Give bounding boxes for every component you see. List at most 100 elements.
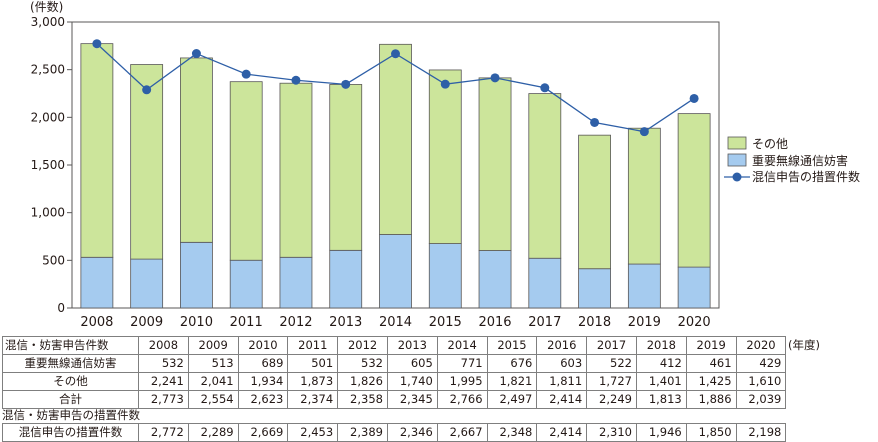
bar-important	[627, 263, 661, 309]
table-cell: 1,740	[386, 372, 438, 391]
table-cell: 1,946	[635, 423, 687, 442]
table-cell: 1,873	[287, 372, 339, 391]
table-year-header: 2012	[337, 336, 388, 355]
x-tick-label: 2017	[528, 315, 561, 330]
table-cell: 1,727	[586, 372, 637, 391]
table-year-header: 2015	[486, 336, 538, 355]
table-cell: 2,453	[287, 423, 339, 442]
line-point	[92, 39, 102, 49]
bar-important	[379, 234, 412, 309]
table-cell: 2,039	[735, 390, 787, 409]
table-cell: 2,554	[187, 390, 239, 409]
bar-important	[180, 241, 213, 309]
table-row-label: 合計	[2, 390, 139, 409]
table-cell: 2,623	[237, 390, 289, 409]
x-tick-label: 2009	[130, 315, 163, 330]
legend-label-measures: 混信申告の措置件数	[752, 169, 860, 184]
table-cell: 2,345	[386, 390, 438, 409]
x-tick-label: 2015	[429, 315, 462, 330]
table-cell: 2,667	[436, 423, 488, 442]
table-cell: 1,995	[436, 372, 488, 391]
table-year-header: 2020	[735, 336, 787, 355]
line-point	[440, 79, 450, 89]
table-cell: 501	[287, 354, 339, 373]
bar-other	[229, 81, 263, 261]
table-header-row: 混信・妨害申告件数 2008 2009 2010 2011 2012 2013 2014 20…	[2, 336, 787, 355]
table-row: 重要無線通信妨害 532 513 689 501 532 605 771 676 603 522 41…	[2, 354, 787, 373]
table-year-header: 2013	[386, 336, 438, 355]
line-point	[341, 79, 351, 89]
line-point	[639, 127, 649, 137]
table-year-header: 2019	[685, 336, 737, 355]
table-cell: 2,766	[436, 390, 488, 409]
table-cell: 2,414	[536, 423, 588, 442]
table-section2-label: 混信・妨害申告の措置件数	[2, 408, 140, 422]
table-cell: 676	[486, 354, 538, 373]
line-point	[142, 85, 152, 95]
measures-table: 混信申告の措置件数 2,772 2,289 2,669 2,453 2,389 2,346 2…	[2, 423, 787, 442]
bar-important	[528, 257, 562, 309]
x-tick-label: 2013	[329, 315, 362, 330]
y-tick-label: 2,500	[31, 63, 65, 77]
x-tick-label: 2011	[230, 315, 263, 330]
x-tick-label: 2008	[80, 315, 113, 330]
line-point	[490, 73, 500, 83]
legend-label-important: 重要無線通信妨害	[752, 153, 848, 168]
line-point	[241, 69, 251, 79]
bar-other	[578, 134, 611, 270]
table-cell: 1,401	[635, 372, 687, 391]
table-row: 混信申告の措置件数 2,772 2,289 2,669 2,453 2,389 2,346 2…	[2, 423, 787, 442]
table-cell: 771	[436, 354, 488, 373]
bar-important	[478, 250, 512, 309]
y-tick-label: 2,000	[31, 110, 65, 124]
bar-important	[677, 266, 711, 309]
y-tick-label: 500	[42, 253, 65, 267]
table-cell: 2,389	[337, 423, 388, 442]
table-year-header: 2016	[536, 336, 588, 355]
table-year-header: 2009	[187, 336, 239, 355]
x-tick-label: 2020	[678, 315, 711, 330]
bar-other	[627, 127, 661, 265]
table-cell: 1,826	[337, 372, 388, 391]
line-point	[391, 49, 400, 59]
table-row: 合計 2,773 2,554 2,623 2,374 2,358 2,345 2,766 2,4…	[2, 390, 787, 409]
table-cell: 2,374	[287, 390, 339, 409]
bar-other	[130, 64, 164, 260]
bar-other	[279, 82, 313, 258]
bar-other	[180, 57, 213, 243]
table-cell: 2,348	[486, 423, 538, 442]
table-row-label: その他	[2, 372, 139, 391]
table-year-header: 2010	[237, 336, 289, 355]
y-tick-label: 3,000	[31, 15, 65, 29]
table-cell: 2,289	[187, 423, 239, 442]
bar-other	[329, 84, 363, 251]
bar-other	[528, 93, 562, 259]
table-cell: 522	[586, 354, 637, 373]
table-cell: 1,821	[486, 372, 538, 391]
table-year-header: 2014	[436, 336, 488, 355]
bar-other	[428, 69, 462, 244]
bar-important	[279, 256, 313, 309]
legend-swatch-other	[727, 136, 747, 150]
line-point	[689, 93, 699, 103]
bar-other	[80, 43, 114, 258]
table-cell: 1,610	[735, 372, 787, 391]
table-cell: 429	[735, 354, 787, 373]
x-tick-label: 2010	[180, 315, 213, 330]
bar-other	[478, 77, 512, 251]
legend-marker-measures	[732, 172, 742, 182]
legend-swatch-important	[727, 153, 747, 167]
table-header-label: 混信・妨害申告件数	[2, 336, 139, 355]
y-tick-label: 0	[57, 301, 65, 315]
data-table: 混信・妨害申告件数 2008 2009 2010 2011 2012 2013 2014 20…	[2, 336, 787, 409]
bar-important	[229, 259, 263, 309]
table-cell: 605	[386, 354, 438, 373]
combo-chart: 0 500 1,000 1,500 2,000 2,500 3,000(件数) 2008 200…	[30, 0, 860, 330]
bar-important	[80, 256, 114, 309]
table-row: その他 2,241 2,041 1,934 1,873 1,826 1,740 1,995 1,…	[2, 372, 787, 391]
table-row-label: 混信申告の措置件数	[2, 423, 139, 442]
x-tick-label: 2012	[279, 315, 312, 330]
table-cell: 2,773	[138, 390, 189, 409]
bar-important	[329, 249, 363, 309]
line-point	[590, 117, 600, 127]
